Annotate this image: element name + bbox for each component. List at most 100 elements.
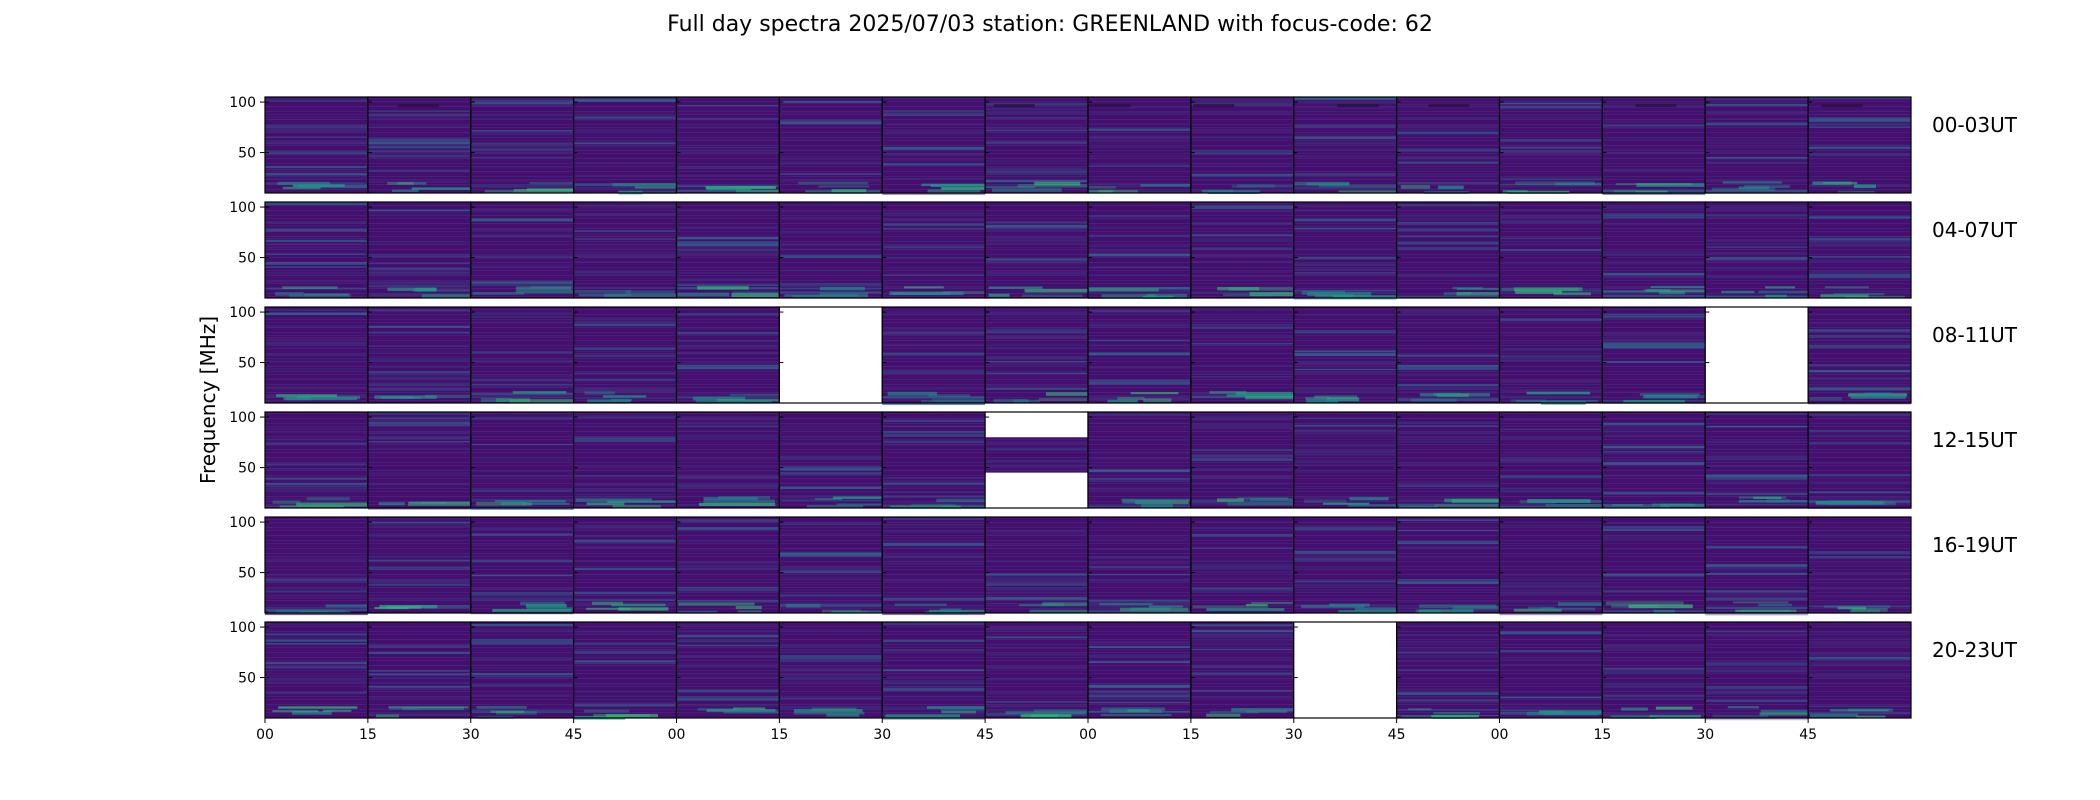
frequency-band xyxy=(1705,492,1809,496)
frequency-band xyxy=(1499,691,1603,693)
frequency-band xyxy=(779,231,883,234)
frequency-band xyxy=(470,459,574,461)
frequency-band xyxy=(779,675,883,678)
frequency-band xyxy=(367,423,471,426)
frequency-band xyxy=(265,152,368,156)
frequency-band xyxy=(1088,266,1191,269)
signal-streak xyxy=(1837,190,1875,194)
frequency-band xyxy=(1602,427,1706,430)
frequency-band xyxy=(265,116,368,119)
spectrogram-panel xyxy=(1190,516,1295,614)
signal-streak xyxy=(1744,185,1790,188)
frequency-band xyxy=(470,384,574,388)
frequency-band xyxy=(1396,589,1500,591)
frequency-band xyxy=(573,703,677,707)
frequency-band xyxy=(470,475,574,478)
panel-texture xyxy=(470,622,574,718)
signal-streak xyxy=(928,394,971,397)
frequency-band xyxy=(573,567,677,570)
frequency-band xyxy=(1499,102,1603,105)
frequency-band xyxy=(676,345,780,348)
spectrogram-panel xyxy=(1704,411,1809,509)
frequency-band xyxy=(676,437,780,439)
signal-streak xyxy=(1554,500,1603,503)
frequency-band xyxy=(470,117,574,121)
signal-streak xyxy=(941,710,977,714)
frequency-band xyxy=(985,356,1088,359)
frequency-band xyxy=(1808,552,1911,555)
frequency-band xyxy=(1499,436,1603,440)
frequency-band xyxy=(882,330,986,333)
frequency-band xyxy=(367,350,471,354)
frequency-band xyxy=(367,331,471,334)
signal-streak xyxy=(306,496,350,501)
frequency-band xyxy=(1190,210,1294,213)
frequency-band xyxy=(367,652,471,655)
frequency-band xyxy=(1396,483,1500,486)
frequency-band xyxy=(1602,213,1706,217)
frequency-band xyxy=(1190,222,1294,225)
frequency-band xyxy=(985,666,1088,669)
frequency-band xyxy=(882,659,986,662)
frequency-band xyxy=(1602,168,1706,172)
spectrogram-panel xyxy=(1190,621,1295,719)
frequency-band xyxy=(1808,110,1911,112)
frequency-band xyxy=(1499,331,1603,334)
frequency-band xyxy=(1396,655,1500,657)
signal-streak xyxy=(276,609,345,613)
frequency-band xyxy=(1499,631,1603,635)
signal-streak xyxy=(1301,604,1365,609)
frequency-band xyxy=(985,160,1088,162)
frequency-band xyxy=(676,271,780,274)
frequency-band xyxy=(676,184,780,186)
spectrogram-panel xyxy=(675,621,780,719)
frequency-band xyxy=(779,486,883,489)
signal-streak xyxy=(1237,497,1289,500)
frequency-band xyxy=(367,651,471,653)
frequency-band xyxy=(265,312,368,315)
signal-streak xyxy=(1526,711,1599,716)
frequency-band xyxy=(1499,638,1603,640)
frequency-band xyxy=(1808,236,1911,238)
frequency-band xyxy=(1705,598,1809,600)
frequency-band xyxy=(1808,345,1911,349)
frequency-band xyxy=(1396,432,1500,434)
frequency-band xyxy=(470,359,574,363)
frequency-band xyxy=(265,130,368,132)
frequency-band xyxy=(779,655,883,658)
frequency-band xyxy=(779,119,883,122)
spectrogram-panel xyxy=(1396,96,1501,194)
frequency-band xyxy=(1293,559,1397,563)
frequency-band xyxy=(676,236,780,240)
signal-streak xyxy=(1850,395,1906,399)
frequency-band xyxy=(1602,192,1706,195)
spectrogram-panel xyxy=(1704,516,1809,616)
frequency-band xyxy=(985,258,1088,261)
frequency-band xyxy=(985,184,1088,187)
frequency-band xyxy=(1808,238,1911,241)
frequency-band xyxy=(265,354,368,357)
frequency-band xyxy=(265,484,368,486)
frequency-band xyxy=(1396,624,1500,627)
frequency-band xyxy=(1088,696,1191,700)
frequency-band xyxy=(1088,578,1191,582)
frequency-band xyxy=(1808,313,1911,315)
signal-streak xyxy=(575,498,653,502)
frequency-band xyxy=(470,588,574,591)
frequency-band xyxy=(573,436,677,440)
spectrogram-panel xyxy=(1190,201,1295,299)
frequency-band xyxy=(1705,546,1809,549)
signal-streak xyxy=(513,188,574,193)
frequency-band xyxy=(1499,359,1603,362)
frequency-band xyxy=(1088,598,1191,602)
frequency-band xyxy=(882,479,986,483)
frequency-band xyxy=(1602,313,1706,315)
panel-texture xyxy=(676,412,780,508)
frequency-band xyxy=(1499,584,1603,588)
frequency-band xyxy=(1602,537,1706,540)
frequency-band xyxy=(1190,476,1294,480)
frequency-band xyxy=(676,339,780,343)
frequency-band xyxy=(882,679,986,683)
frequency-band xyxy=(265,666,368,669)
frequency-band xyxy=(1293,172,1397,176)
